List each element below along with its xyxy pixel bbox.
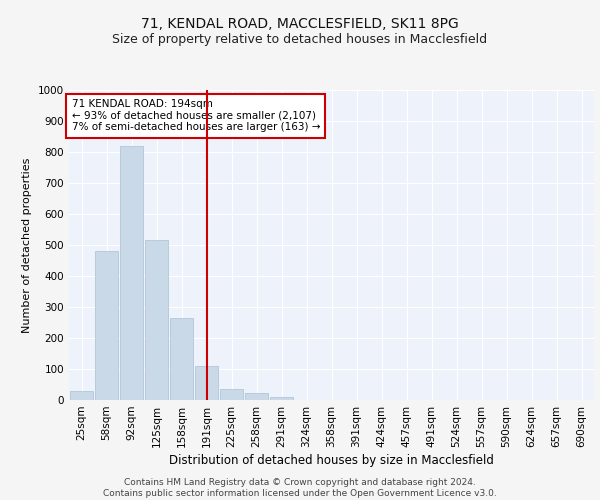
Bar	[270, 397, 293, 400]
Bar	[220, 388, 243, 400]
Text: 71 KENDAL ROAD: 194sqm
← 93% of detached houses are smaller (2,107)
7% of semi-d: 71 KENDAL ROAD: 194sqm ← 93% of detached…	[71, 100, 320, 132]
Bar	[170, 318, 193, 400]
Bar	[195, 366, 218, 400]
Bar	[120, 146, 143, 400]
Bar	[145, 240, 168, 400]
Text: 71, KENDAL ROAD, MACCLESFIELD, SK11 8PG: 71, KENDAL ROAD, MACCLESFIELD, SK11 8PG	[141, 18, 459, 32]
X-axis label: Distribution of detached houses by size in Macclesfield: Distribution of detached houses by size …	[169, 454, 494, 467]
Bar	[245, 393, 268, 400]
Text: Contains HM Land Registry data © Crown copyright and database right 2024.
Contai: Contains HM Land Registry data © Crown c…	[103, 478, 497, 498]
Bar	[70, 390, 93, 400]
Bar	[95, 251, 118, 400]
Y-axis label: Number of detached properties: Number of detached properties	[22, 158, 32, 332]
Text: Size of property relative to detached houses in Macclesfield: Size of property relative to detached ho…	[112, 32, 488, 46]
